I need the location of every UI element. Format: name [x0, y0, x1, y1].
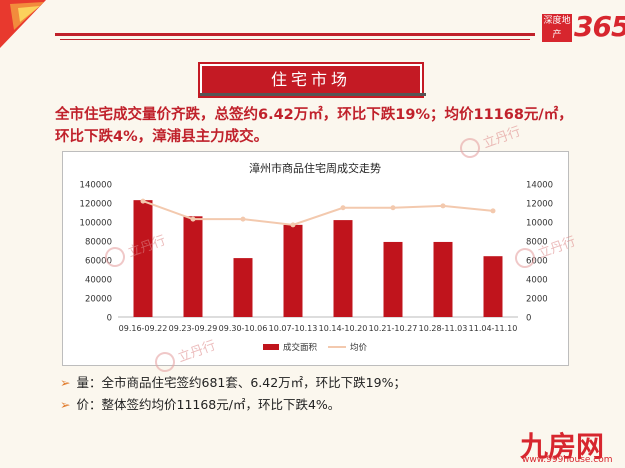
footer-logo-name: 九房网: [520, 430, 605, 463]
x-tick-label: 11.04-11.10: [469, 324, 518, 333]
price-point-10.07-10.13: [290, 222, 296, 228]
y-left-tick-label: 40000: [85, 276, 112, 286]
x-tick-label: 10.21-10.27: [369, 324, 418, 333]
x-tick-label: 10.28-11.03: [419, 324, 468, 333]
section-banner-underline: [200, 93, 426, 96]
bar-09.16-09.22: [133, 200, 153, 317]
price-point-09.23-09.29: [190, 216, 196, 222]
y-right-tick-label: 0: [526, 314, 531, 324]
price-point-10.28-11.03: [440, 203, 446, 209]
bar-10.28-11.03: [433, 241, 453, 317]
legend-label-price: 均价: [350, 342, 368, 353]
y-right-tick-label: 12000: [526, 200, 553, 210]
headline-summary: 全市住宅成交量价齐跌，总签约6.42万㎡，环比下跌19%；均价11168元/㎡，…: [55, 107, 573, 145]
price-point-10.14-10.20: [340, 205, 346, 211]
y-right-tick-label: 2000: [526, 295, 548, 305]
chart-container: 漳州市商品住宅周成交走势 140000 120000 100000 80000 6000…: [62, 151, 569, 366]
section-banner: 住宅市场: [200, 64, 422, 96]
bar-10.14-10.20: [333, 220, 353, 317]
brand-logo: 深度地产 365: [540, 8, 625, 48]
y-right-tick-label: 6000: [526, 257, 548, 267]
bar-10.07-10.13: [283, 224, 303, 317]
legend-label-area: 成交面积: [283, 342, 318, 353]
bullet-text: 量：全市商品住宅签约681套、6.42万㎡，环比下跌19%；: [76, 375, 406, 390]
y-right-tick-label: 8000: [526, 238, 548, 248]
x-tick-label: 10.14-10.20: [319, 324, 368, 333]
y-left-tick-label: 0: [107, 314, 112, 324]
brand-logo-number: 365: [574, 10, 625, 43]
x-tick-label: 09.30-10.06: [219, 324, 268, 333]
x-tick-label: 10.07-10.13: [269, 324, 318, 333]
price-line: [142, 200, 494, 226]
bullet-item-volume: ➢ 量：全市商品住宅签约681套、6.42万㎡，环比下跌19%；: [60, 372, 406, 394]
header-rule-thin: [60, 39, 530, 40]
bar-09.23-09.29: [183, 216, 203, 317]
price-point-10.21-10.27: [390, 205, 396, 211]
chart-title: 漳州市商品住宅周成交走势: [249, 161, 381, 175]
price-point-11.04-11.10: [490, 208, 496, 214]
corner-arrow-decoration: [0, 0, 46, 48]
x-tick-label: 09.23-09.29: [169, 324, 218, 333]
price-point-09.16-09.22: [140, 198, 146, 204]
weekly-transaction-chart: 漳州市商品住宅周成交走势 140000120000100000800006000…: [80, 161, 554, 353]
bullet-text: 价：整体签约均价11168元/㎡，环比下跌4%。: [76, 397, 341, 412]
y-left-tick-label: 100000: [80, 219, 112, 229]
bar-09.30-10.06: [233, 258, 253, 317]
x-tick-label: 09.16-09.22: [119, 324, 168, 333]
legend-bar-swatch: [263, 344, 279, 350]
y-right-tick-label: 14000: [526, 181, 553, 191]
footer-logo-url: www.999house.com: [522, 455, 613, 465]
footer-logo: 九房网 www.999house.com: [520, 425, 620, 465]
y-left-tick-label: 60000: [85, 257, 112, 267]
price-point-09.30-10.06: [240, 216, 246, 222]
y-right-tick-label: 4000: [526, 276, 548, 286]
bar-10.21-10.27: [383, 241, 403, 317]
y-left-tick-label: 140000: [80, 181, 112, 191]
bar-11.04-11.10: [483, 256, 503, 317]
brand-logo-box: 深度地产: [542, 14, 572, 42]
y-right-tick-label: 10000: [526, 219, 553, 229]
arrow-bullet-icon: ➢: [60, 375, 71, 390]
arrow-bullet-icon: ➢: [60, 397, 71, 412]
bullet-list: ➢ 量：全市商品住宅签约681套、6.42万㎡，环比下跌19%； ➢ 价：整体签约均…: [60, 372, 406, 416]
y-left-tick-label: 120000: [80, 200, 112, 210]
y-left-tick-label: 80000: [85, 238, 112, 248]
y-left-tick-label: 20000: [85, 295, 112, 305]
header-rule: [55, 33, 535, 36]
bullet-item-price: ➢ 价：整体签约均价11168元/㎡，环比下跌4%。: [60, 394, 406, 416]
